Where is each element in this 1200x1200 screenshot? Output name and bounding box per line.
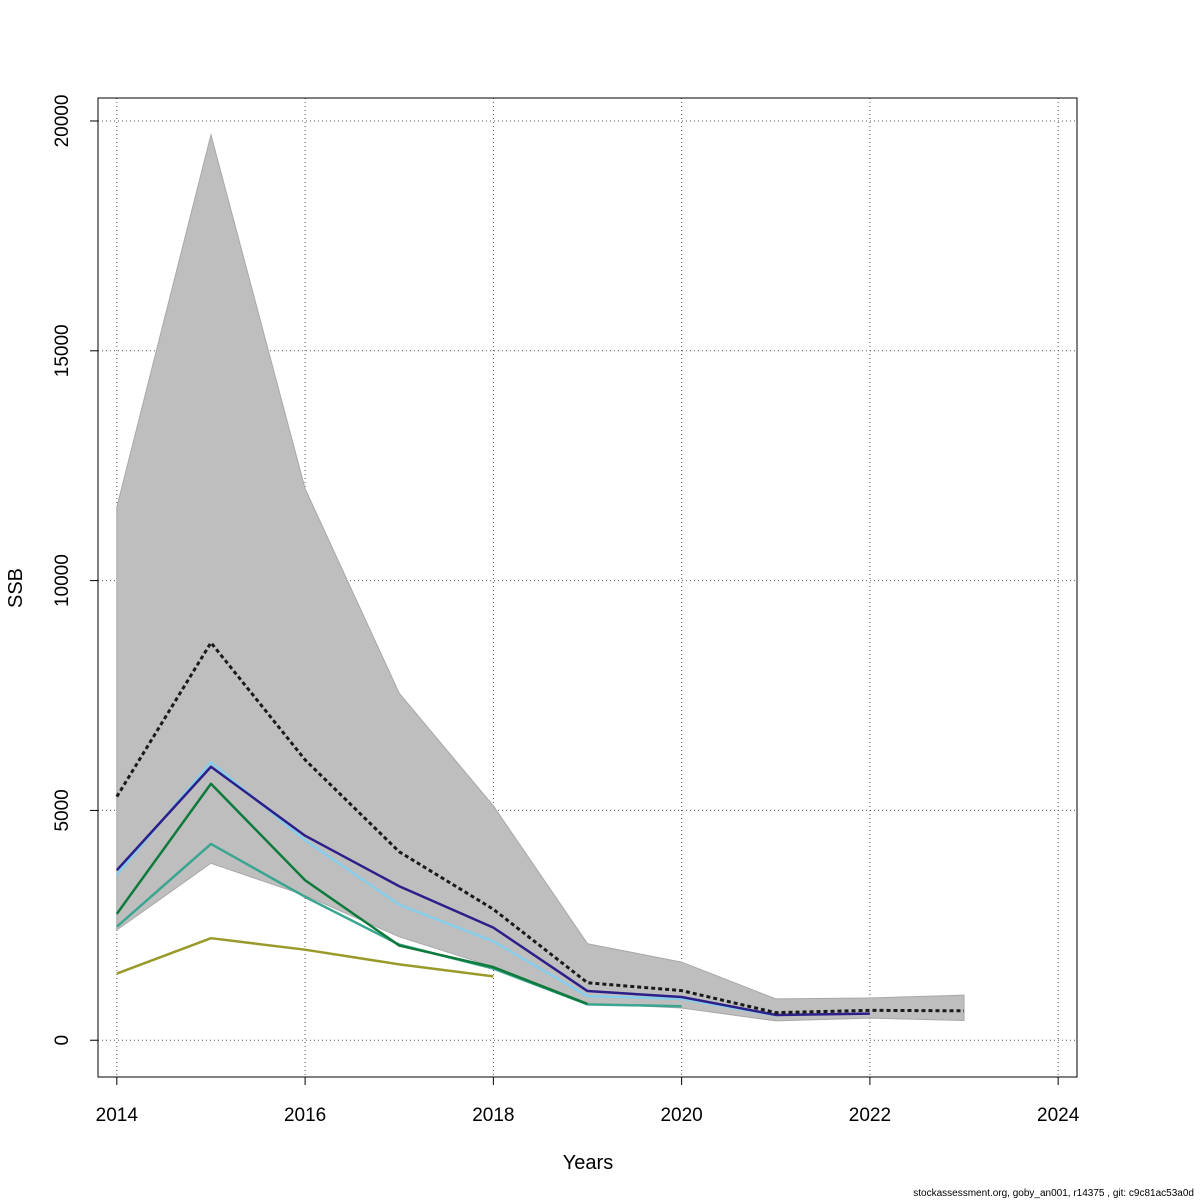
series-line-navy: [115, 765, 870, 1017]
x-tick-label-2016: 2016: [284, 1105, 326, 1126]
y-tick-label-15000: 15000: [52, 324, 73, 377]
series-line-black: [115, 641, 965, 1015]
footer-text: stockassessment.org, goby_an001, r14375 …: [913, 1188, 1194, 1199]
series-line-olive: [116, 936, 494, 978]
y-tick-label-10000: 10000: [52, 554, 73, 607]
x-tick-label-2022: 2022: [849, 1105, 891, 1126]
x-tick-label-2020: 2020: [660, 1105, 702, 1126]
x-axis: 2014 2016 2018 2020 2022 2024: [96, 1077, 1080, 1126]
band-area: [116, 132, 965, 1022]
x-tick-label-2024: 2024: [1037, 1105, 1080, 1126]
x-tick-label-2018: 2018: [472, 1105, 514, 1126]
x-tick-label-2014: 2014: [96, 1105, 139, 1126]
y-axis-title: SSB: [5, 568, 27, 608]
series-line-skyblue: [115, 760, 776, 1017]
series-lines: [115, 641, 965, 1017]
x-axis-title: Years: [563, 1152, 613, 1174]
y-axis: 0 5000 10000 15000 20000: [52, 95, 98, 1046]
plot-frame: [97, 97, 1078, 1078]
confidence-band: [116, 132, 965, 1022]
y-tick-label-20000: 20000: [52, 95, 73, 148]
series-line-green: [115, 782, 588, 1006]
y-tick-label-0: 0: [52, 1035, 73, 1046]
y-tick-label-5000: 5000: [52, 789, 73, 831]
